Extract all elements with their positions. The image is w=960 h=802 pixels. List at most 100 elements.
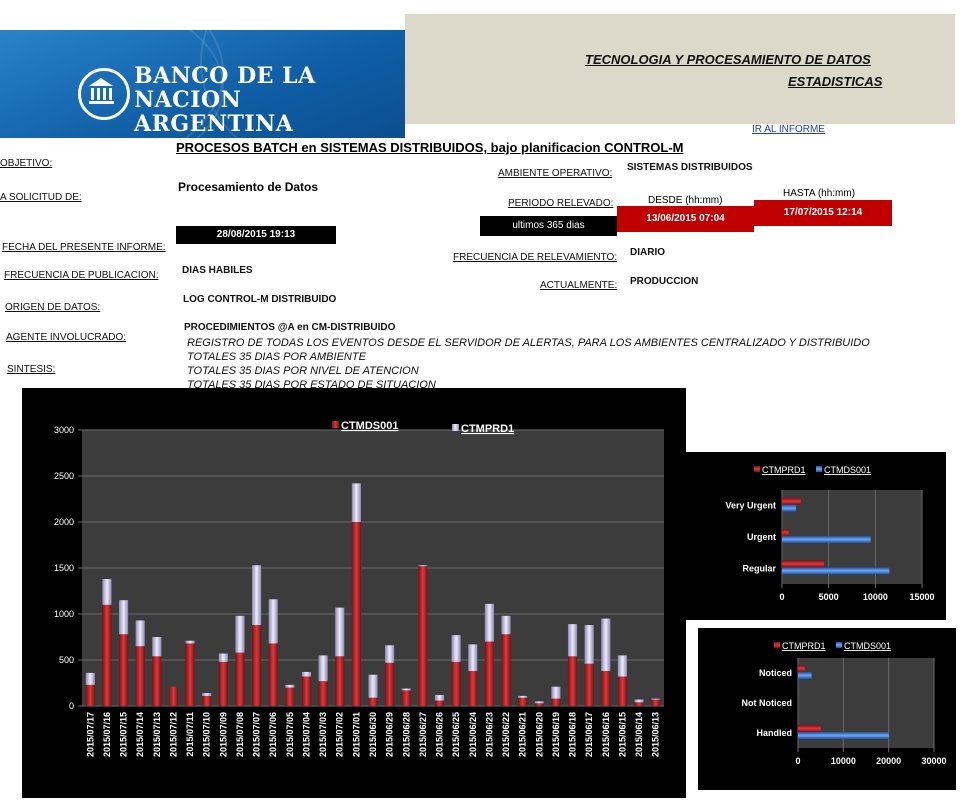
legend-label-ctmprd1: CTMPRD1 <box>782 641 826 651</box>
x-tick-label: 2015/06/30 <box>368 712 378 757</box>
bar-ctmds001 <box>651 699 661 706</box>
bar-ctmprd1 <box>782 497 801 505</box>
hasta-header: HASTA (hh:mm) <box>783 188 856 199</box>
bar-ctmds001 <box>85 684 95 706</box>
x-tick-label: 2015/06/24 <box>468 712 478 757</box>
bar-ctmprd1 <box>368 674 378 698</box>
x-tick-label: 2015/07/11 <box>185 712 195 757</box>
bar-ctmds001 <box>152 656 162 706</box>
bar-ctmprd1 <box>782 560 824 568</box>
agente-label: AGENTE INVOLUCRADO: <box>6 332 127 343</box>
x-tick-label: 2015/06/21 <box>518 712 528 757</box>
x-tick-label: 2015/07/07 <box>252 712 262 757</box>
legend-swatch-ctmds001 <box>332 421 339 428</box>
x-tick-label: 2015/07/02 <box>335 712 345 757</box>
department-banner: TECNOLOGIA Y PROCESAMIENTO DE DATOS ESTA… <box>405 14 955 124</box>
fecha-value: 28/08/2015 19:13 <box>176 226 336 244</box>
x-tick-label: 2015/07/03 <box>318 712 328 757</box>
y-tick-label: 1000 <box>54 609 74 619</box>
bar-ctmds001 <box>551 698 561 706</box>
bar-ctmds001 <box>385 662 395 706</box>
bar-ctmprd1 <box>85 672 95 685</box>
x-tick-label: 2015/06/16 <box>601 712 611 757</box>
bar-ctmprd1 <box>418 565 428 567</box>
bar-ctmprd1 <box>318 655 328 682</box>
frecuencia-relevamiento-label: FRECUENCIA DE RELEVAMIENTO: <box>453 252 618 263</box>
y-tick-label: Very Urgent <box>725 501 776 511</box>
bar-ctmds001 <box>518 697 528 706</box>
bar-ctmprd1 <box>617 655 628 677</box>
x-tick-label: 2015/07/14 <box>135 712 145 757</box>
bar-ctmds001 <box>351 522 361 706</box>
bar-ctmds001 <box>168 686 179 706</box>
legend-swatch-ctmds001 <box>836 642 842 648</box>
bar-ctmprd1 <box>351 483 361 522</box>
bar-ctmprd1 <box>185 640 195 644</box>
situation-status-chart-panel: 0 10000 20000 30000 CTMPRD1 CTMDS001 Handled No… <box>698 628 956 790</box>
bar-ctmds001 <box>135 646 145 706</box>
bar-ctmds001 <box>118 634 129 706</box>
report-title: PROCESOS BATCH en SISTEMAS DISTRIBUIDOS,… <box>176 140 684 155</box>
x-tick-label: 2015/06/28 <box>401 712 411 757</box>
x-tick-label: 2015/06/18 <box>568 712 578 757</box>
bar-ctmds001 <box>798 732 889 739</box>
legend-swatch-ctmprd1 <box>452 424 459 431</box>
bar-ctmprd1 <box>301 671 312 677</box>
bank-emblem-icon <box>78 68 130 120</box>
y-tick-label: Noticed <box>759 668 792 678</box>
origen-label: ORIGEN DE DATOS: <box>5 302 101 313</box>
bar-ctmprd1 <box>252 565 262 626</box>
legend-swatch-ctmprd1 <box>754 466 760 472</box>
bar-ctmprd1 <box>551 686 561 699</box>
sintesis-line: TOTALES 35 DIAS POR AMBIENTE <box>187 351 366 363</box>
legend-label-ctmprd1: CTMPRD1 <box>461 423 514 435</box>
x-tick-label: 2015/06/22 <box>501 712 511 757</box>
x-tick-label: 2015/07/13 <box>152 712 162 757</box>
bar-ctmds001 <box>634 702 644 706</box>
fecha-label: FECHA DEL PRESENTE INFORME: <box>2 242 166 253</box>
attention-level-chart-panel: 0 5000 10000 15000 CTMPRD1 CTMDS001 Regular Urg… <box>686 452 946 620</box>
frecuencia-publicacion-value: DIAS HABILES <box>182 265 253 276</box>
bar-ctmds001 <box>335 656 345 706</box>
y-tick-label: Regular <box>742 563 776 573</box>
y-tick-label: Urgent <box>747 532 776 542</box>
department-title: TECNOLOGIA Y PROCESAMIENTO DE DATOS <box>585 52 871 67</box>
bank-name-line2: NACION ARGENTINA <box>134 87 294 137</box>
bar-ctmprd1 <box>218 653 228 662</box>
legend-swatch-ctmds001 <box>816 466 822 472</box>
x-tick-label: 2015/06/13 <box>651 712 661 757</box>
x-tick-label: 0 <box>795 756 800 766</box>
ambiente-label: AMBIENTE OPERATIVO: <box>498 168 613 179</box>
bar-ctmprd1 <box>451 635 461 662</box>
bar-ctmds001 <box>584 663 594 706</box>
department-subtitle: ESTADISTICAS <box>788 74 883 89</box>
x-tick-label: 2015/06/20 <box>534 712 544 757</box>
bar-ctmds001 <box>617 676 628 706</box>
bar-ctmprd1 <box>102 579 112 605</box>
x-tick-label: 30000 <box>921 756 946 766</box>
bar-ctmds001 <box>268 643 278 706</box>
sintesis-line: REGISTRO DE TODAS LOS EVENTOS DESDE EL S… <box>187 337 870 349</box>
legend-label-ctmds001: CTMDS001 <box>341 420 398 432</box>
legend-label-ctmds001: CTMDS001 <box>824 465 871 475</box>
bank-logo-banner: BANCO DE LA NACION ARGENTINA <box>0 30 405 138</box>
bank-name-line1: BANCO DE LA <box>134 63 316 89</box>
bar-ctmprd1 <box>782 529 789 536</box>
x-tick-label: 2015/06/17 <box>584 712 594 757</box>
bar-ctmds001 <box>782 504 796 512</box>
x-tick-label: 2015/06/29 <box>385 712 395 757</box>
bar-ctmprd1 <box>651 698 661 700</box>
go-to-report-link[interactable]: IR AL INFORME <box>752 124 825 135</box>
y-tick-label: Handled <box>756 728 792 738</box>
bar-ctmprd1 <box>135 620 145 647</box>
bar-ctmprd1 <box>235 615 245 653</box>
bar-ctmprd1 <box>335 607 345 657</box>
y-tick-label: 1500 <box>54 563 74 573</box>
frecuencia-relevamiento-value: DIARIO <box>630 247 665 258</box>
legend-swatch-ctmprd1 <box>774 642 780 648</box>
agente-value: PROCEDIMIENTOS @A en CM-DISTRIBUIDO <box>184 322 396 333</box>
daily-events-chart-panel: 0 500 1000 1500 2000 2500 3000 CTMDS001 CTMPRD1 2… <box>22 388 686 798</box>
bar-ctmds001 <box>418 566 428 706</box>
x-tick-label: 2015/06/26 <box>435 712 445 757</box>
bar-ctmprd1 <box>484 603 494 642</box>
